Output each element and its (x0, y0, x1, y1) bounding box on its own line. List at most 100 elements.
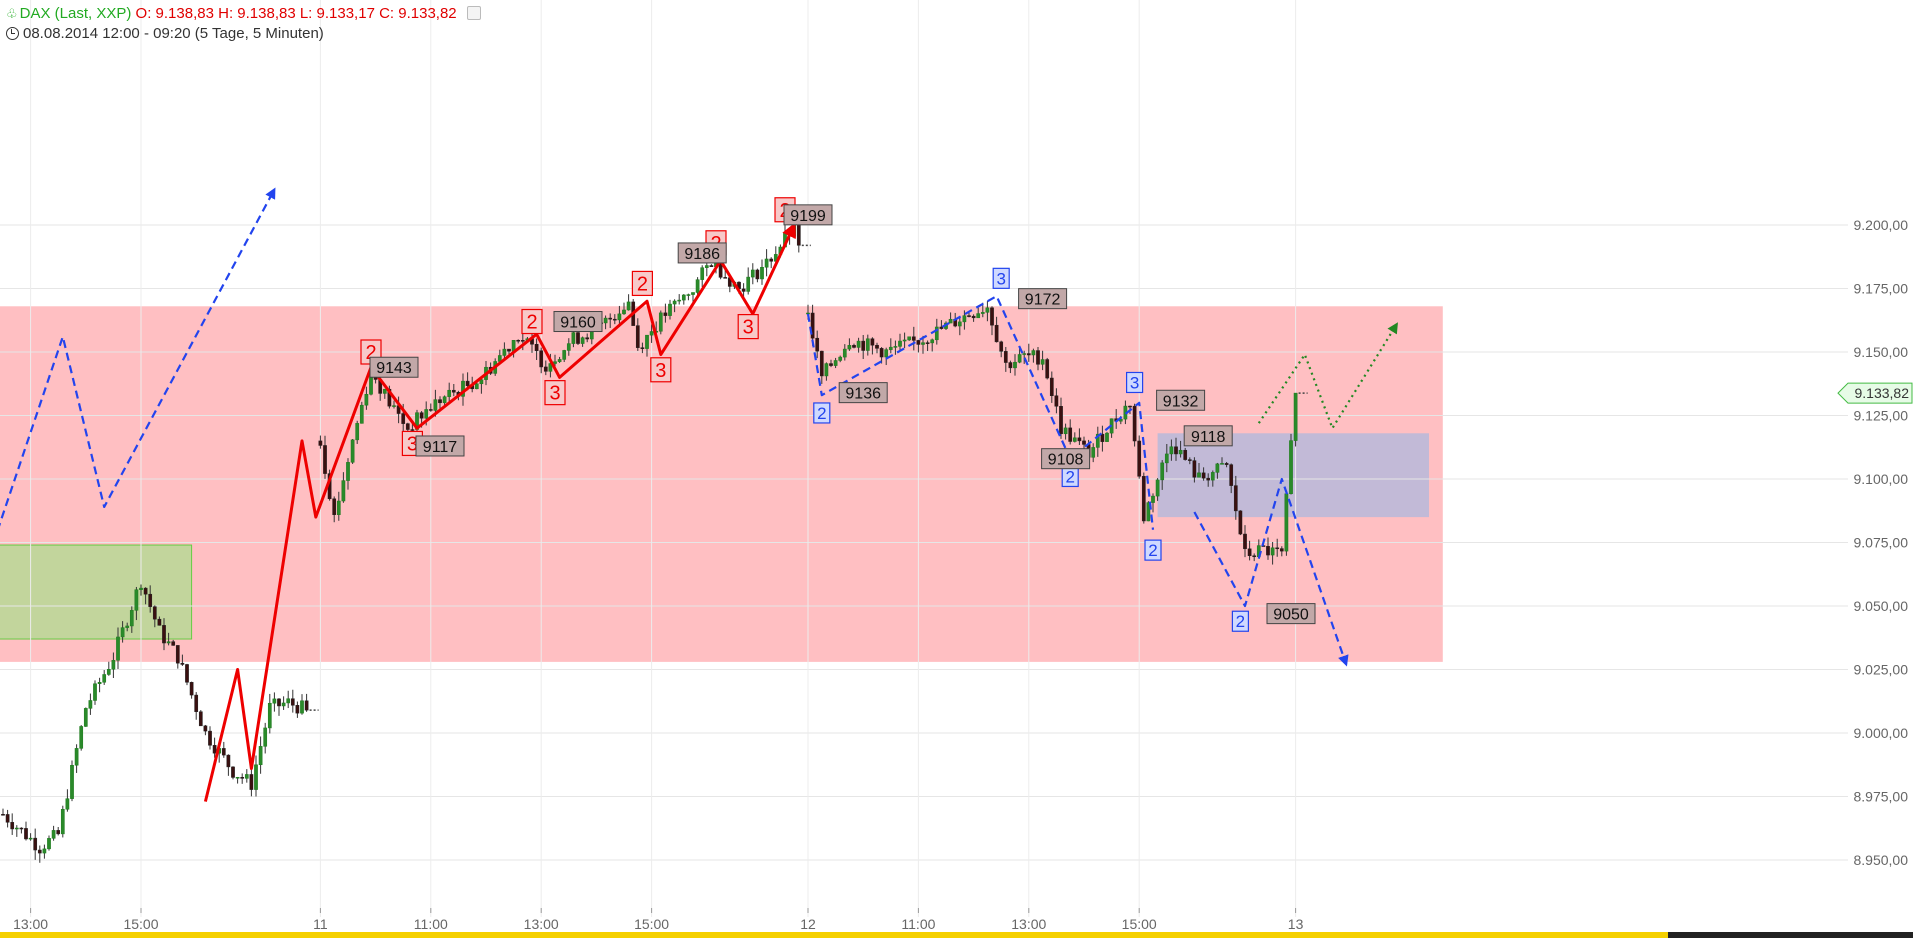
candle-body (240, 777, 245, 779)
price-label[interactable]: 9136 (838, 382, 888, 404)
candle-body (829, 363, 833, 366)
candle-body (143, 587, 148, 595)
svg-text:2: 2 (1065, 467, 1074, 486)
candle-body (277, 698, 281, 707)
price-label[interactable]: 9172 (1018, 288, 1068, 310)
price-label[interactable]: 9050 (1266, 603, 1316, 625)
candle-body (185, 664, 189, 683)
candle-body (258, 746, 263, 766)
candle-body (930, 339, 935, 344)
blue-wave-count[interactable] (806, 295, 1155, 530)
wave-label[interactable]: 2 (1061, 465, 1079, 488)
candle-body (1063, 427, 1068, 435)
blue-projection-right[interactable] (1193, 477, 1349, 667)
y-tick-label: 9.000,00 (1854, 725, 1909, 741)
candle-body (815, 337, 820, 352)
candle-body (318, 440, 323, 446)
price-label[interactable]: 9132 (1156, 389, 1206, 411)
wave-label[interactable]: 2 (813, 402, 831, 424)
price-label[interactable]: 9118 (1183, 425, 1233, 447)
period-text: 08.08.2014 12:00 - 09:20 (5 Tage, 5 Minu… (23, 25, 324, 42)
candle-body (1238, 510, 1243, 535)
chart-period: 08.08.2014 12:00 - 09:20 (5 Tage, 5 Minu… (6, 25, 324, 42)
wave-label[interactable]: 3 (1125, 371, 1144, 394)
time-scrollbar[interactable] (0, 932, 1668, 938)
price-label[interactable]: 9108 (1041, 448, 1091, 470)
candle-body (677, 299, 682, 302)
candle-body (359, 404, 364, 424)
candle-body (1160, 462, 1165, 481)
price-label[interactable]: 9160 (553, 311, 603, 333)
candle-body (576, 332, 580, 344)
candle-body (42, 848, 47, 854)
wave-label[interactable]: 3 (544, 380, 566, 406)
candle-body (244, 774, 249, 779)
candle-body (603, 317, 608, 324)
candle-body (1022, 353, 1027, 355)
candle-body (148, 593, 153, 607)
candle-body (507, 348, 511, 352)
candle-body (111, 660, 116, 670)
candle-body (911, 336, 916, 341)
candle-body (994, 324, 999, 343)
candle-body (999, 341, 1004, 352)
wave-label[interactable]: 2 (631, 270, 654, 297)
svg-text:9160: 9160 (560, 315, 596, 332)
svg-text:3: 3 (655, 360, 666, 382)
candle-body (1040, 359, 1045, 365)
red-wave-count[interactable] (203, 222, 796, 802)
candle-body (447, 389, 452, 397)
candle-body (980, 312, 985, 314)
candle-body (424, 409, 429, 419)
candles (1, 212, 1308, 863)
candle-body (1279, 548, 1284, 552)
wave-label[interactable]: 3 (992, 267, 1010, 289)
candle-body (157, 618, 162, 626)
wave-label[interactable]: 2 (1231, 610, 1250, 632)
svg-text:2: 2 (1148, 541, 1157, 560)
settings-icon[interactable] (466, 6, 481, 20)
candle-body (203, 725, 208, 732)
candle-body (1031, 350, 1036, 356)
price-label[interactable]: 9143 (369, 356, 419, 378)
candle-body (171, 641, 176, 646)
candle-body (626, 301, 631, 311)
candle-body (898, 340, 902, 347)
wave-label[interactable]: 2 (521, 308, 543, 335)
price-label[interactable]: 9117 (415, 435, 465, 457)
candle-body (1017, 354, 1022, 363)
wave-label[interactable]: 3 (650, 357, 672, 383)
candle-body (663, 312, 668, 316)
price-label[interactable]: 9186 (677, 242, 727, 264)
wave-label[interactable]: 2 (1144, 539, 1162, 561)
instrument-name[interactable]: DAX (Last, XXP) (19, 5, 132, 22)
candle-body (1095, 433, 1100, 448)
candle-body (819, 350, 824, 377)
price-label[interactable]: 9199 (783, 204, 833, 226)
candle-body (608, 317, 613, 320)
candle-body (1275, 547, 1280, 550)
candle-body (1247, 548, 1252, 556)
scrollbar-end[interactable] (1668, 932, 1913, 938)
candle-body (985, 307, 990, 313)
support-zone[interactable] (0, 544, 193, 640)
blue-projection-left[interactable] (0, 187, 276, 555)
wave-label[interactable]: 3 (737, 314, 759, 340)
candle-body (571, 332, 576, 344)
candle-body (263, 727, 268, 747)
green-projection[interactable] (1257, 322, 1398, 430)
candle-body (1068, 427, 1073, 442)
candle-body (428, 409, 433, 411)
x-tick-label: 13:00 (13, 916, 48, 932)
candle-body (102, 674, 107, 683)
candle-body (474, 383, 479, 390)
x-tick-label: 13:00 (1011, 916, 1046, 932)
candle-body (221, 748, 226, 756)
candle-body (332, 498, 337, 515)
candle-body (962, 315, 967, 323)
svg-text:2: 2 (817, 404, 826, 423)
candle-body (1164, 453, 1169, 464)
y-tick-label: 9.200,00 (1854, 217, 1909, 233)
candle-body (1008, 362, 1013, 369)
